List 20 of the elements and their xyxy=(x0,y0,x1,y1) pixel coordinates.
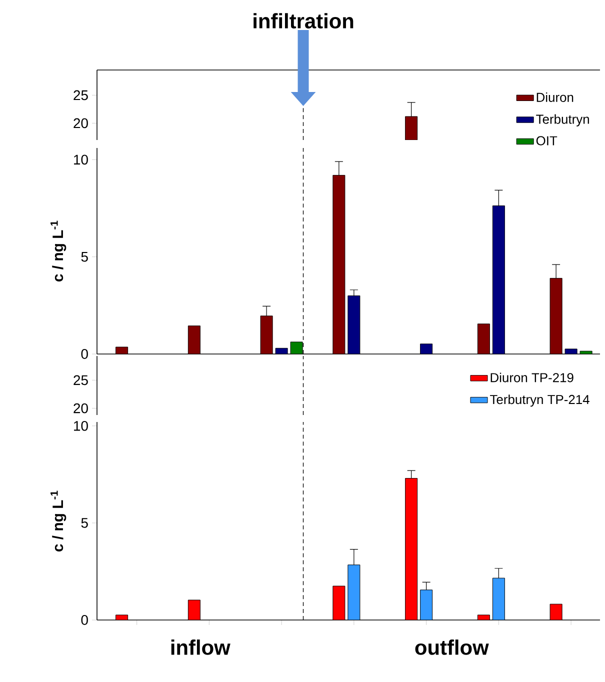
text: inflow xyxy=(171,640,230,655)
y-tick-label: 0 xyxy=(81,349,88,359)
legend-label: Diuron xyxy=(536,92,574,102)
y-tick-label: 25 xyxy=(74,375,88,386)
y-tick-label: 20 xyxy=(74,118,88,128)
y-tick-label: 5 xyxy=(81,518,88,528)
y-tick-label: 20 xyxy=(74,403,88,414)
y-tick-label: 10 xyxy=(74,154,88,165)
text: outflow xyxy=(415,640,489,655)
y-axis-title: c / ng L$^{-1}$ xyxy=(50,490,66,552)
chart-title: infiltration xyxy=(254,13,354,28)
y-tick-label: 10 xyxy=(74,420,88,431)
legend-label: Terbutryn TP-214 xyxy=(490,394,590,407)
legend-label: Diuron TP-219 xyxy=(490,372,574,382)
y-axis-title: c / ng L$^{-1}$ xyxy=(50,220,66,282)
y-tick-label: 5 xyxy=(81,252,88,262)
legend-label: Terbutryn xyxy=(536,114,589,126)
y-tick-label: 25 xyxy=(74,90,88,100)
y-tick-label: 0 xyxy=(81,615,88,625)
legend-label: OIT xyxy=(536,136,558,146)
